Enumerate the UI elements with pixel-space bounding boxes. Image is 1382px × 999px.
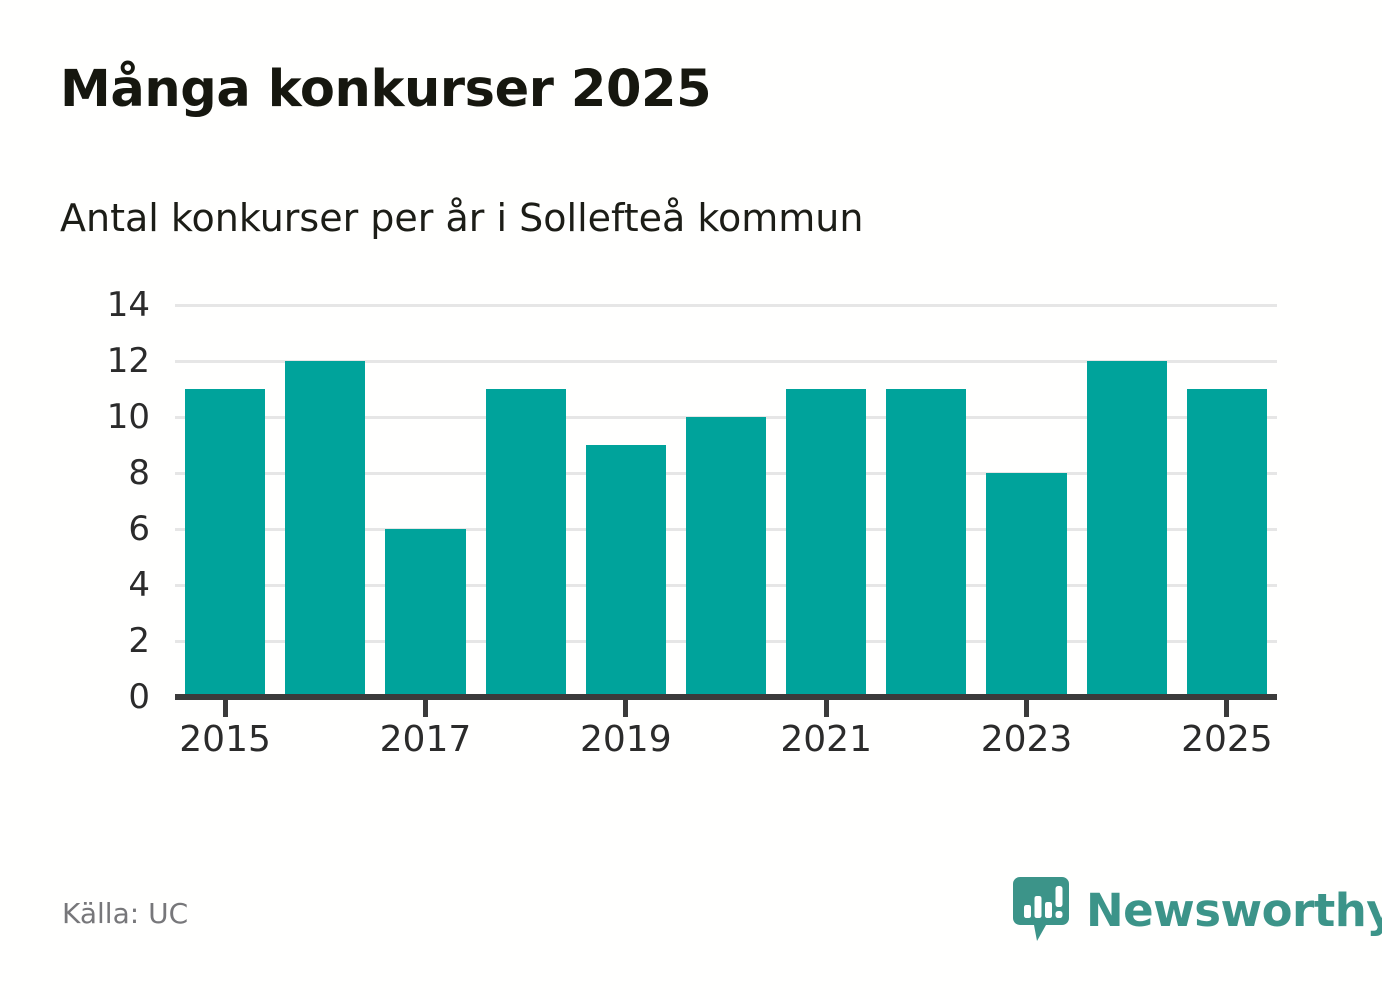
bar[interactable] (685, 417, 767, 697)
x-axis-tick-label: 2015 (179, 719, 271, 760)
y-axis-tick-label: 6 (128, 509, 150, 549)
x-axis-tick (222, 700, 228, 717)
newsworthy-logo[interactable]: Newsworthy (1012, 872, 1382, 948)
bar[interactable] (1086, 361, 1167, 697)
x-axis-tick-label: 2017 (379, 719, 472, 760)
y-axis-tick-label: 8 (128, 453, 150, 493)
y-axis-tick-label: 4 (128, 565, 150, 605)
source-note: Källa: UC (62, 897, 189, 930)
y-axis-tick-label: 0 (128, 677, 150, 717)
plot-area (175, 305, 1277, 697)
x-axis-tick (1224, 700, 1230, 717)
y-axis-tick-label: 14 (106, 285, 150, 325)
x-axis-tick (823, 700, 829, 717)
bar[interactable] (585, 445, 666, 697)
x-axis-tick-label: 2019 (580, 719, 672, 760)
bar[interactable] (886, 389, 967, 697)
page-title: Många konkurser 2025 (60, 60, 712, 119)
logo-wordmark: Newsworthy (1086, 883, 1382, 937)
gridline (175, 360, 1277, 363)
y-axis-tick-label: 12 (106, 341, 150, 381)
x-axis-tick-label: 2025 (1181, 719, 1273, 760)
bar[interactable] (385, 529, 466, 697)
gridline (175, 304, 1277, 307)
x-axis-tick-label: 2023 (980, 719, 1073, 760)
chart-subtitle: Antal konkurser per år i Sollefteå kommu… (60, 196, 864, 240)
bar[interactable] (1186, 389, 1267, 697)
bar[interactable] (185, 389, 266, 697)
x-axis-line (175, 694, 1277, 700)
speech-bubble-bar-chart-icon (1013, 877, 1069, 941)
y-axis-tick-label: 2 (128, 621, 150, 661)
bar[interactable] (485, 389, 566, 697)
bar[interactable] (786, 389, 867, 697)
bar[interactable] (285, 361, 366, 697)
x-axis-tick (422, 700, 428, 717)
x-axis-tick-label: 2021 (780, 719, 872, 760)
bar[interactable] (986, 473, 1067, 697)
y-axis-tick-label: 10 (106, 397, 150, 437)
x-axis-tick (623, 700, 629, 717)
x-axis-tick (1024, 700, 1030, 717)
